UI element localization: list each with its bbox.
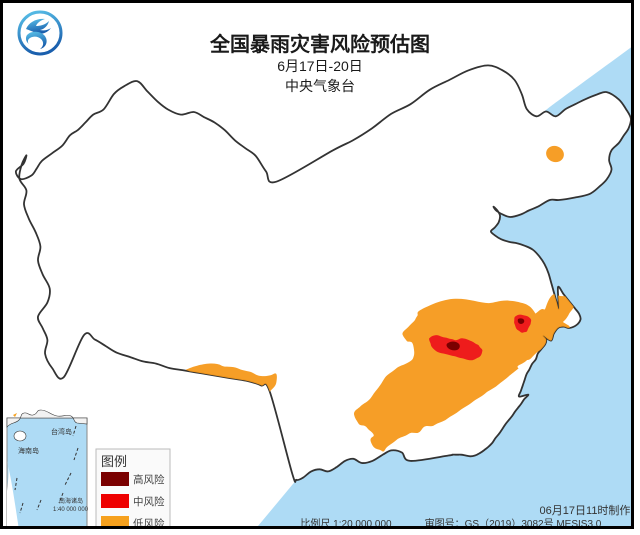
svg-text:图例: 图例 bbox=[101, 454, 127, 469]
svg-text:低风险: 低风险 bbox=[133, 517, 165, 529]
svg-text:全国暴雨灾害风险预估图: 全国暴雨灾害风险预估图 bbox=[209, 32, 430, 56]
svg-text:审图号：GS（2019）3082号 MESIS3.0: 审图号：GS（2019）3082号 MESIS3.0 bbox=[425, 517, 602, 529]
svg-text:南海诸岛: 南海诸岛 bbox=[59, 497, 83, 505]
svg-text:中央气象台: 中央气象台 bbox=[285, 78, 355, 94]
svg-text:台湾岛: 台湾岛 bbox=[51, 427, 72, 436]
svg-text:6月17日-20日: 6月17日-20日 bbox=[277, 58, 363, 74]
svg-text:1:40 000 000: 1:40 000 000 bbox=[53, 507, 89, 513]
svg-text:比例尺 1:20 000 000: 比例尺 1:20 000 000 bbox=[300, 517, 392, 529]
svg-text:06月17日11时制作: 06月17日11时制作 bbox=[540, 504, 631, 517]
svg-text:海南岛: 海南岛 bbox=[18, 446, 39, 455]
svg-text:中风险: 中风险 bbox=[133, 495, 165, 508]
svg-text:高风险: 高风险 bbox=[133, 473, 165, 486]
